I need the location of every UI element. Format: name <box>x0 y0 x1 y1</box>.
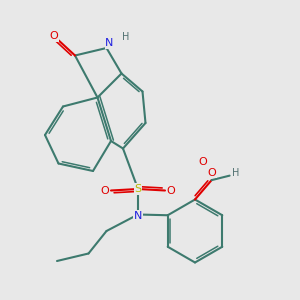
Text: O: O <box>100 185 109 196</box>
Text: O: O <box>207 168 216 178</box>
Text: O: O <box>167 185 176 196</box>
Text: N: N <box>134 211 142 221</box>
Text: O: O <box>198 157 207 167</box>
Text: S: S <box>134 184 142 194</box>
Text: N: N <box>105 38 114 49</box>
Text: H: H <box>122 32 130 43</box>
Text: H: H <box>232 168 239 178</box>
Text: O: O <box>50 31 58 41</box>
